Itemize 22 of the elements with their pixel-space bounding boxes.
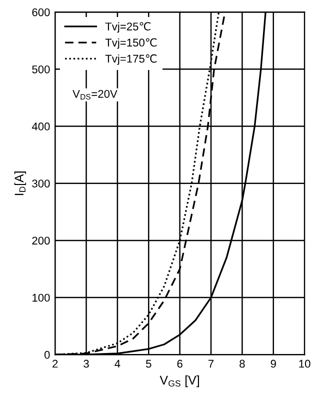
y-axis-title: I$_{D}$[A] bbox=[14, 172, 26, 196]
y-tick-label: 300 bbox=[32, 180, 50, 188]
legend-label: Tvj=150℃ bbox=[105, 38, 157, 49]
x-tick-label: 10 bbox=[299, 360, 310, 368]
y-tick-label: 600 bbox=[32, 8, 50, 16]
y-tick-label: 200 bbox=[32, 236, 50, 245]
legend-label: Tvj=25℃ bbox=[105, 22, 150, 33]
y-tick-label: 100 bbox=[32, 294, 50, 302]
x-tick-label: 2 bbox=[52, 360, 58, 368]
x-tick-label: 7 bbox=[208, 360, 214, 368]
y-tick-label: 0 bbox=[44, 350, 50, 359]
x-axis-title: V$_{GS}$ [V] bbox=[160, 375, 199, 388]
y-tick-label: 500 bbox=[32, 65, 50, 74]
x-tick-label: 8 bbox=[240, 360, 245, 368]
y-tick-label: 400 bbox=[32, 122, 50, 130]
annotation: V$_{DS}$=20V bbox=[72, 90, 118, 100]
x-tick-label: 5 bbox=[146, 360, 152, 368]
legend-label: Tvj=175℃ bbox=[105, 54, 157, 65]
x-tick-label: 3 bbox=[84, 360, 89, 368]
x-tick-label: 9 bbox=[270, 360, 276, 368]
x-tick-label: 4 bbox=[114, 360, 120, 368]
x-tick-label: 6 bbox=[177, 360, 182, 368]
